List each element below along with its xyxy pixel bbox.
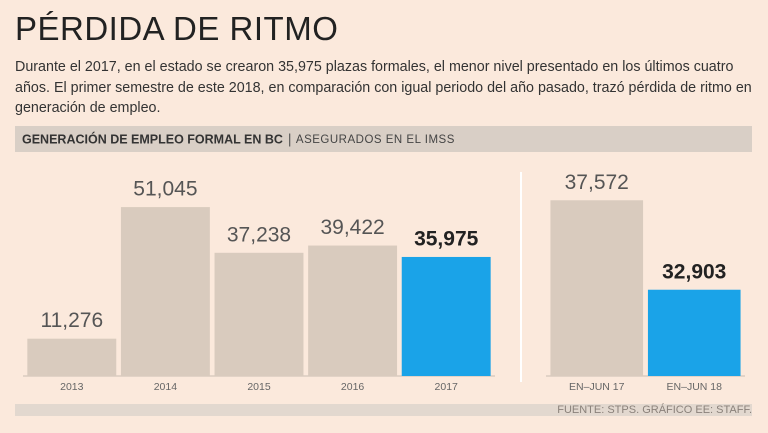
x-tick-label: 2014 [154, 381, 178, 393]
source: FUENTE: STPS. GRÁFICO EE: STAFF. [557, 403, 752, 416]
value-label: 37,238 [227, 223, 291, 246]
bar [550, 200, 644, 376]
description: Durante el 2017, en el estado se crearon… [15, 59, 752, 116]
section-subtitle: ASEGURADOS EN EL IMSS [296, 134, 455, 146]
bar [120, 207, 210, 376]
footer-bar [15, 404, 752, 416]
value-label: 51,045 [133, 178, 197, 201]
x-tick-label: 2013 [60, 381, 84, 393]
bar [308, 245, 398, 376]
bar [647, 289, 741, 376]
bar [401, 256, 491, 376]
x-tick-label: EN–JUN 18 [667, 381, 723, 393]
value-label: 35,975 [414, 228, 479, 251]
x-tick-label: 2016 [341, 381, 365, 393]
value-label: 11,276 [40, 309, 103, 332]
separator: | [288, 131, 292, 147]
bar [27, 338, 117, 376]
bar [214, 252, 304, 376]
section-title: GENERACIÓN DE EMPLEO FORMAL EN BC [22, 131, 283, 146]
page-title: PÉRDIDA DE RITMO [15, 10, 339, 47]
section-bar [15, 126, 752, 152]
value-label: 32,903 [662, 260, 726, 283]
x-tick-label: 2017 [435, 381, 459, 393]
x-tick-label: 2015 [247, 381, 271, 393]
value-label: 39,422 [320, 216, 384, 239]
value-label: 37,572 [565, 171, 629, 194]
x-tick-label: EN–JUN 17 [569, 381, 625, 393]
